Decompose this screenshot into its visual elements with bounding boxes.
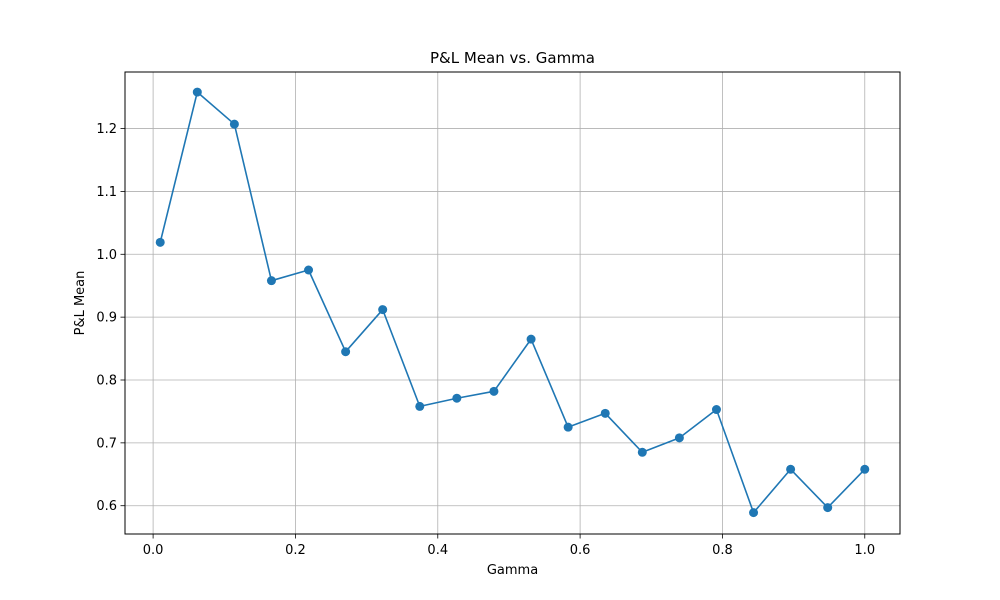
data-point	[229, 119, 239, 129]
chart-title: P&L Mean vs. Gamma	[430, 49, 595, 67]
data-point	[304, 265, 314, 275]
data-point	[563, 422, 573, 432]
data-point	[674, 433, 684, 443]
y-tick-label: 0.7	[96, 436, 117, 451]
x-tick-label: 0.8	[712, 543, 733, 558]
y-tick-label: 1.1	[96, 185, 117, 200]
data-point	[749, 508, 759, 518]
y-axis-label: P&L Mean	[73, 271, 88, 336]
data-point	[489, 386, 499, 396]
y-tick-label: 1.0	[96, 248, 117, 263]
plot-area-frame	[124, 71, 901, 535]
data-point	[823, 503, 833, 513]
x-tick-label: 0.0	[143, 543, 164, 558]
x-tick-label: 0.4	[427, 543, 448, 558]
data-point	[266, 276, 276, 286]
x-tick-label: 1.0	[854, 543, 875, 558]
y-tick-label: 1.2	[96, 122, 117, 137]
x-tick-label: 0.2	[285, 543, 306, 558]
grid	[125, 72, 900, 534]
y-tick-label: 0.8	[96, 374, 117, 389]
ticks: 0.0 0.2 0.4 0.6 0.8 1.0 0.6 0.7 0.8 0.9 1.0 1.1 1.2	[96, 122, 875, 558]
y-tick-label: 0.6	[96, 499, 117, 514]
data-point	[452, 393, 462, 403]
y-tick-label: 0.9	[96, 311, 117, 326]
data-point	[415, 401, 425, 411]
x-axis-label: Gamma	[487, 563, 538, 578]
data-point	[711, 405, 721, 415]
data-point	[378, 305, 388, 315]
series-layer	[155, 87, 870, 518]
data-point	[600, 408, 610, 418]
data-point	[637, 447, 647, 457]
data-point	[860, 464, 870, 474]
data-point	[786, 464, 796, 474]
data-point	[192, 87, 202, 97]
data-point	[341, 347, 351, 357]
data-point	[526, 334, 536, 344]
series-line	[159, 91, 866, 514]
data-point	[155, 237, 165, 247]
x-tick-label: 0.6	[570, 543, 591, 558]
